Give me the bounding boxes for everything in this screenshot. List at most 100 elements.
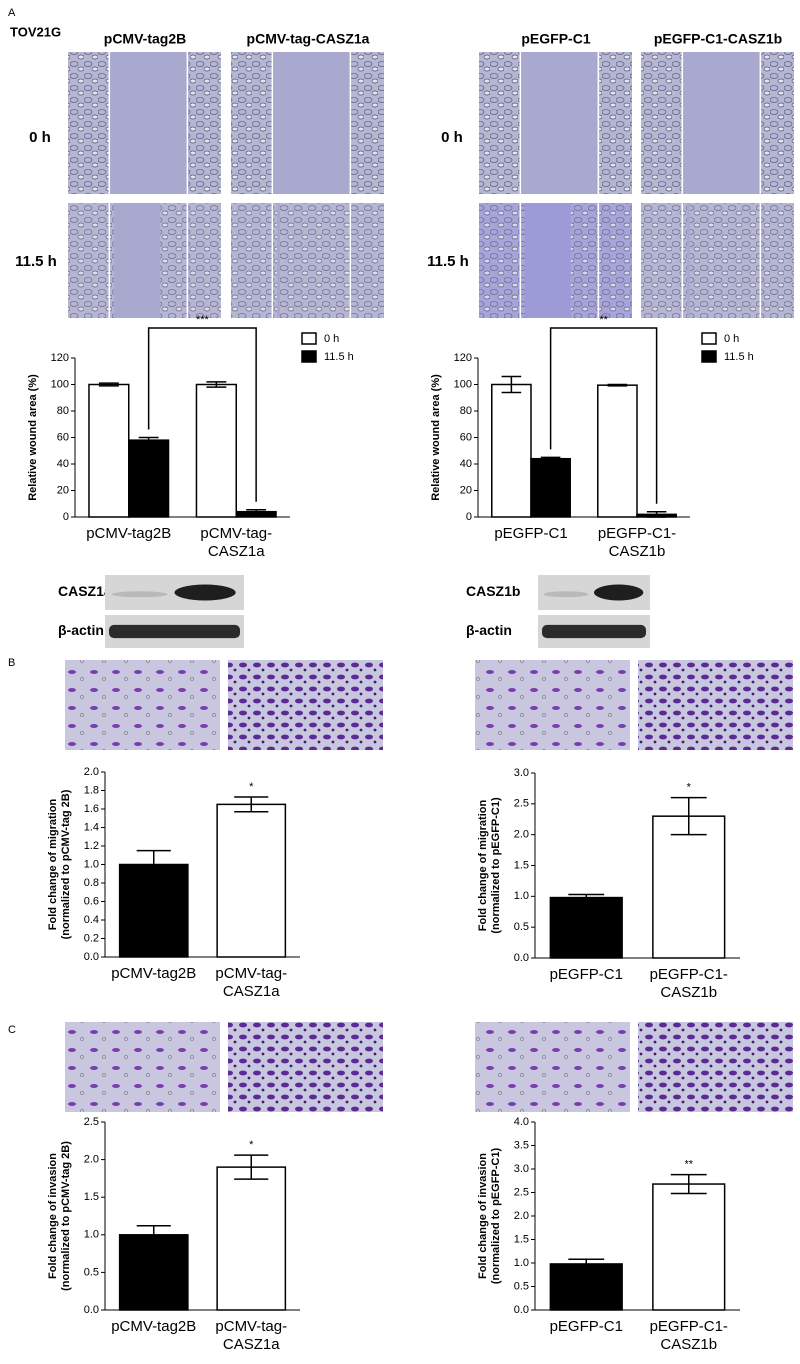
y-tick-label: 1.8	[84, 784, 99, 796]
y-tick-label: 1.0	[84, 1229, 99, 1241]
wound-gap	[113, 203, 160, 318]
bar	[491, 383, 532, 518]
error-bar	[568, 1258, 605, 1270]
x-tick-label: pCMV-tag-CASZ1a	[215, 965, 287, 1000]
y-tick-label: 2.0	[84, 1154, 99, 1166]
x-tick-label: pEGFP-C1-CASZ1b	[650, 1318, 728, 1353]
cell-line: TOV21G	[10, 24, 61, 39]
legend-swatch	[301, 332, 317, 345]
text-line: Fold change of migration	[47, 799, 59, 931]
text-line: (normalized to pEGFP-C1)	[490, 1148, 502, 1285]
wound-gap	[272, 52, 351, 194]
text-line: CASZ1b	[660, 984, 717, 1001]
y-tick-label: 0.8	[84, 877, 99, 889]
y-tick-label: 4.0	[514, 1116, 529, 1128]
panel-label: B	[8, 657, 15, 669]
x-tick-label: pCMV-tag-CASZ1a	[200, 525, 272, 560]
legend-swatch	[701, 332, 717, 345]
text-line: pEGFP-C1-	[650, 966, 728, 983]
bar	[216, 803, 287, 958]
micrograph-stain	[475, 1022, 630, 1112]
error-bar	[501, 375, 522, 394]
x-tick-label: pEGFP-C1-CASZ1b	[598, 525, 676, 560]
row-label: 0 h	[29, 129, 51, 146]
text-line: Fold change of invasion	[47, 1153, 59, 1279]
y-tick-label: 100	[454, 378, 472, 390]
y-tick-label: 0.0	[84, 1304, 99, 1316]
bar	[118, 1234, 189, 1311]
micrograph-stain	[228, 660, 383, 750]
x-tick-label: pCMV-tag-CASZ1a	[215, 1318, 287, 1353]
column-header: pEGFP-C1	[521, 31, 590, 47]
y-tick-label: 1.6	[84, 803, 99, 815]
y-tick-label: 40	[57, 458, 69, 470]
y-tick-label: 3.0	[514, 1163, 529, 1175]
legend-label: 11.5 h	[324, 351, 354, 363]
y-tick-label: 2.0	[84, 766, 99, 778]
text-line: pEGFP-C1-	[650, 1318, 728, 1335]
bar	[216, 1166, 287, 1311]
y-tick-label: 0.6	[84, 895, 99, 907]
y-tick-label: 0.0	[514, 952, 529, 964]
y-tick-label: 20	[460, 484, 472, 496]
text-line: CASZ1a	[223, 983, 280, 1000]
y-tick-label: 2.5	[514, 798, 529, 810]
y-tick-label: 2.0	[514, 829, 529, 841]
significance: *	[687, 782, 692, 794]
y-tick-label: 0.5	[514, 921, 529, 933]
y-tick-label: 1.5	[514, 1233, 529, 1245]
row-label: 11.5 h	[427, 253, 469, 270]
error-bar	[234, 1154, 269, 1180]
error-bar	[206, 381, 227, 388]
y-tick-label: 40	[460, 458, 472, 470]
text-line: Fold change of invasion	[477, 1153, 489, 1279]
text-line: pEGFP-C1-	[598, 525, 676, 542]
y-tick-label: 120	[454, 352, 472, 364]
significance: **	[599, 314, 608, 326]
y-tick-label: 0.5	[514, 1280, 529, 1292]
y-axis-label: Fold change of invasion(normalized to pE…	[477, 1148, 502, 1285]
x-tick-label: pCMV-tag2B	[111, 965, 196, 982]
text-line: CASZ1a	[223, 1336, 280, 1353]
y-tick-label: 20	[57, 484, 69, 496]
y-tick-label: 0.0	[84, 951, 99, 963]
x-tick-label: pCMV-tag2B	[111, 1318, 196, 1335]
legend-label: 0 h	[724, 333, 739, 345]
y-axis-label: Fold change of invasion(normalized to pC…	[47, 1141, 72, 1291]
y-tick-label: 60	[57, 431, 69, 443]
blot-band	[542, 624, 646, 639]
wound-gap	[276, 203, 280, 318]
blot-band	[174, 584, 236, 601]
x-tick-label: pEGFP-C1	[550, 1318, 623, 1335]
blot-band	[111, 591, 168, 598]
text-line: CASZ1b	[609, 543, 666, 560]
x-tick-label: pEGFP-C1	[550, 966, 623, 983]
y-tick-label: 3.5	[514, 1139, 529, 1151]
text-line: Fold change of migration	[477, 800, 489, 932]
y-tick-label: 100	[51, 378, 69, 390]
error-bar	[540, 456, 561, 461]
bar	[652, 1183, 726, 1311]
y-tick-label: 0	[466, 511, 472, 523]
y-tick-label: 0.4	[84, 914, 99, 926]
error-bar	[646, 510, 667, 518]
bar	[118, 863, 189, 958]
blot-label: β-actin	[58, 622, 104, 638]
text-line: CASZ1a	[208, 543, 265, 560]
micrograph-stain	[228, 1022, 383, 1112]
micrograph-stain	[638, 1022, 793, 1112]
bar	[652, 815, 726, 959]
legend-swatch	[301, 350, 317, 363]
x-tick-label: pCMV-tag2B	[86, 525, 171, 542]
y-tick-label: 0.5	[84, 1266, 99, 1278]
error-bar	[246, 508, 267, 515]
micrograph-cells	[231, 203, 384, 318]
y-tick-label: 2.5	[84, 1116, 99, 1128]
y-axis-label: Relative wound area (%)	[430, 374, 442, 501]
y-tick-label: 0.0	[514, 1304, 529, 1316]
significance-bracket	[549, 327, 658, 504]
error-bar	[607, 383, 628, 387]
micrograph-stain	[65, 1022, 220, 1112]
y-tick-label: 3.0	[514, 767, 529, 779]
